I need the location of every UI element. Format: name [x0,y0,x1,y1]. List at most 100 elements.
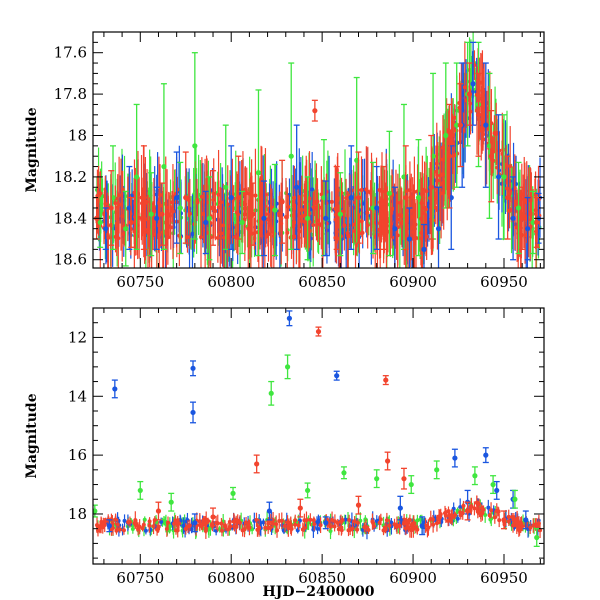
red-noise-point [318,523,323,528]
red-noise-point [219,528,224,533]
red-noise-point [359,188,364,193]
blue-data-point [525,226,531,232]
red-data-point [254,461,260,467]
green-data-point [148,211,154,217]
red-noise-point [406,525,411,530]
red-noise-point [443,510,448,515]
x-axis-title: HJD−2400000 [263,584,375,600]
green-data-point [304,215,311,221]
red-data-point [159,211,165,217]
red-data-point [428,184,434,190]
red-noise-point [282,523,287,528]
red-noise-point [311,222,316,227]
red-data-point [401,476,407,482]
bottom-frame [92,307,545,565]
blue-data-point [406,236,413,242]
red-noise-point [299,218,304,223]
green-data-point [255,170,262,176]
green-data-point [341,470,347,476]
red-noise-point [517,528,522,533]
y-tick-label: 18 [68,127,87,145]
red-data-point [403,195,409,201]
red-noise-point [168,225,173,230]
blue-data-point [154,215,160,221]
green-data-point [206,215,212,221]
red-noise-point [434,521,439,526]
red-noise-point [359,219,364,224]
red-noise-point [426,525,431,530]
blue-data-point [348,195,354,201]
green-data-point [288,153,294,159]
blue-data-point [266,508,272,514]
red-noise-point [340,518,345,523]
red-noise-point [412,189,417,194]
y-tick-label: 17.8 [54,85,87,103]
red-noise-point [289,526,294,531]
x-tick-label: 60950 [480,569,528,587]
blue-data-point [334,373,340,379]
green-data-point [239,219,245,226]
red-data-point [488,153,494,159]
y-tick-label: 14 [68,387,87,405]
red-noise-point [122,232,127,237]
blue-data-point [421,246,427,252]
red-data-point [210,514,216,520]
blue-noise-point [122,518,127,523]
red-noise-point [336,527,341,532]
red-noise-point [347,517,352,522]
red-noise-point [512,186,517,191]
red-noise-point [271,518,276,523]
red-noise-point [461,503,466,508]
red-data-point [381,205,387,211]
red-noise-point [494,508,499,513]
red-noise-point [387,523,392,528]
y-tick-label: 18.6 [54,251,87,269]
x-tick-label: 60900 [389,273,437,291]
red-noise-point [399,221,404,226]
red-noise-point [348,234,353,239]
red-noise-point [500,151,505,156]
red-noise-point [308,517,313,522]
red-data-point [128,219,134,226]
blue-noise-point [214,528,219,533]
green-noise-point [130,527,135,532]
blue-data-point [392,226,398,232]
blue-data-point [112,386,118,392]
red-noise-point [115,205,120,210]
top-frame [92,31,545,269]
red-data-point [312,108,318,114]
blue-noise-point [458,505,463,510]
red-data-point [355,195,362,201]
red-noise-point [185,235,190,240]
red-noise-point [119,202,124,207]
red-noise-point [285,520,290,525]
green-data-point [272,207,278,213]
red-data-point [108,205,114,211]
red-noise-point [170,206,175,211]
red-noise-point [418,216,423,221]
blue-data-point [494,487,500,494]
red-noise-point [419,201,424,206]
blue-data-point [261,215,267,221]
blue-data-point [435,226,442,232]
blue-data-point [483,452,489,458]
red-data-point [466,91,473,97]
red-noise-point [450,133,455,138]
red-noise-point [115,231,120,236]
red-noise-point [307,196,312,201]
red-noise-point [514,521,519,526]
y-tick-label: 18.4 [54,209,87,227]
red-noise-point [120,187,125,192]
blue-data-point [174,195,180,201]
red-noise-point [423,207,428,212]
blue-data-point [192,520,198,526]
red-noise-point [176,521,181,526]
red-noise-point [453,513,458,518]
green-data-point [386,190,393,197]
red-noise-point [199,235,204,240]
blue-noise-point [143,528,148,533]
red-noise-point [133,521,138,526]
red-data-point [297,505,303,511]
red-noise-point [292,203,297,208]
red-noise-point [163,201,168,206]
